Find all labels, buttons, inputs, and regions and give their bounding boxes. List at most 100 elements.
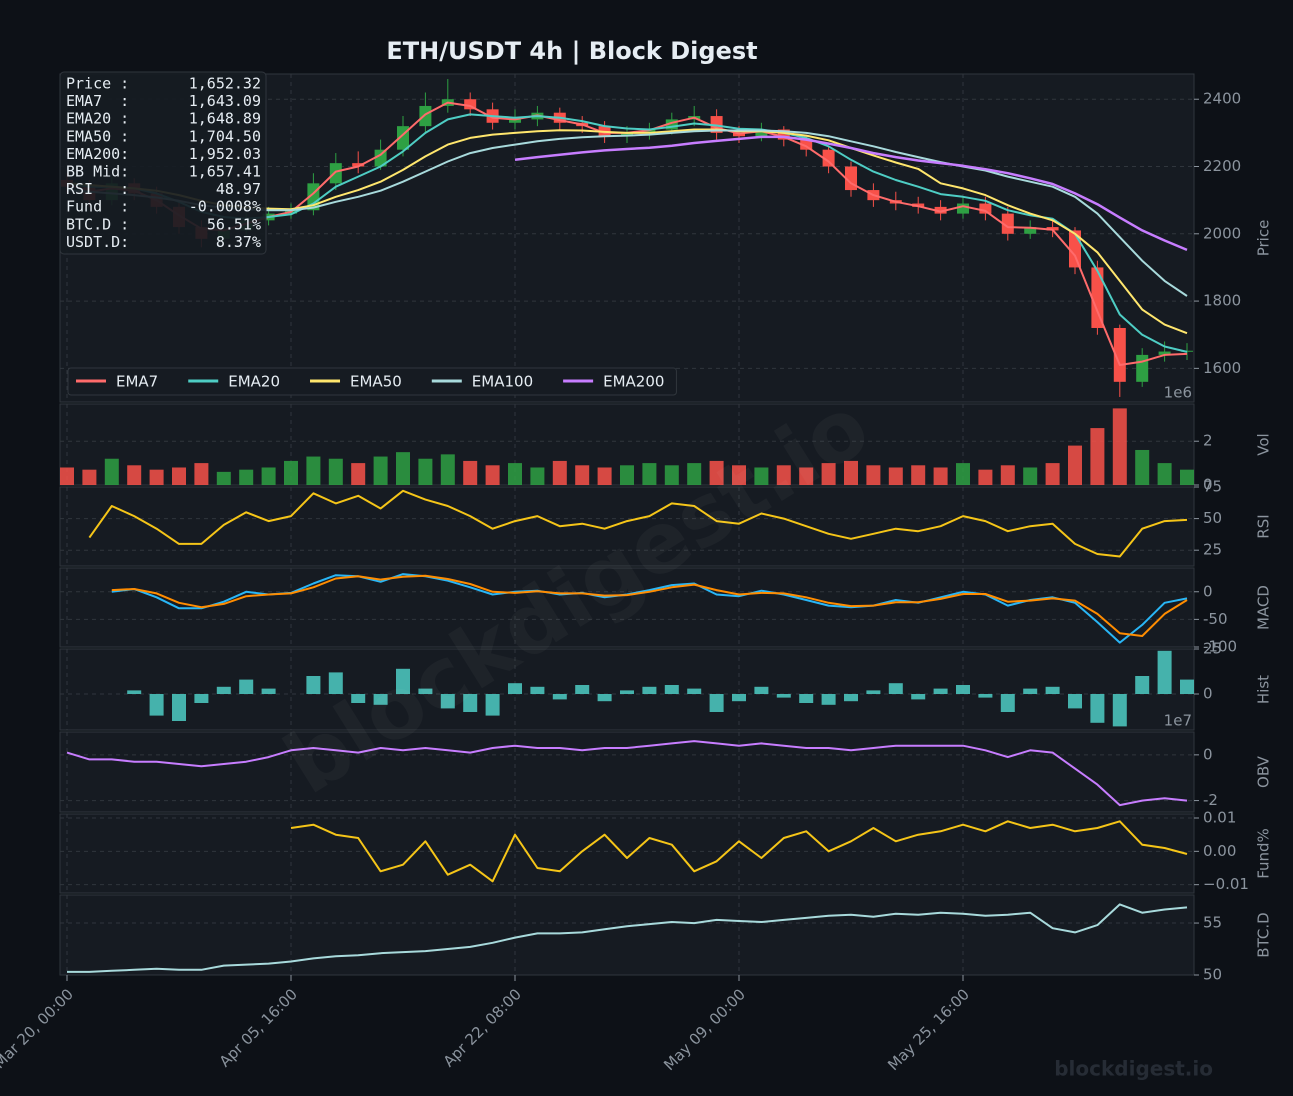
bar xyxy=(261,688,276,694)
bar xyxy=(776,694,791,698)
bar xyxy=(956,463,970,485)
y-tick-label: 0.00 xyxy=(1203,842,1236,860)
marks xyxy=(290,820,1188,883)
series-line xyxy=(66,740,1188,807)
bar xyxy=(933,688,948,694)
bar xyxy=(597,694,612,702)
bar xyxy=(687,688,702,694)
candle-body xyxy=(1091,267,1104,328)
bar xyxy=(597,467,612,485)
series-line xyxy=(88,489,1188,558)
bar xyxy=(732,465,746,485)
y-tick-label: 1600 xyxy=(1203,359,1241,377)
bar xyxy=(60,467,74,485)
info-label: BTC.D : xyxy=(66,215,129,233)
legend-label: EMA20 xyxy=(228,373,280,391)
bar xyxy=(1068,694,1082,709)
bar xyxy=(1000,694,1015,712)
bar xyxy=(127,465,142,485)
marks xyxy=(67,903,1188,973)
bar xyxy=(956,685,970,694)
candle-body xyxy=(733,132,745,137)
bar xyxy=(328,672,343,694)
bar xyxy=(888,467,903,485)
info-value: 8.37% xyxy=(216,233,261,251)
marks xyxy=(127,650,1194,727)
panel xyxy=(59,731,1195,813)
bar xyxy=(911,694,926,700)
info-label: EMA50 : xyxy=(66,127,129,145)
bar xyxy=(933,467,948,485)
bar xyxy=(866,690,881,694)
y-tick-label: 2200 xyxy=(1203,157,1241,175)
candle-body xyxy=(1113,327,1126,382)
candle-body xyxy=(800,139,813,150)
bar xyxy=(284,460,298,485)
bar xyxy=(844,694,858,702)
y-tick-label: 1800 xyxy=(1203,292,1241,310)
bar xyxy=(149,469,164,485)
marks xyxy=(88,489,1188,558)
candle-body xyxy=(1046,227,1059,231)
bar xyxy=(687,463,702,485)
y-tick-label: -100 xyxy=(1203,638,1237,656)
legend-label: EMA7 xyxy=(116,373,158,391)
bar xyxy=(172,467,186,485)
bar xyxy=(216,686,231,694)
bar xyxy=(463,694,478,712)
bar xyxy=(351,463,366,485)
bar xyxy=(754,686,769,694)
legend-label: EMA200 xyxy=(603,373,664,391)
bar xyxy=(552,694,567,700)
legend-box xyxy=(67,367,677,396)
info-label: RSI : xyxy=(66,180,129,198)
candle-body xyxy=(352,163,365,167)
chart-title: ETH/USDT 4h | Block Digest xyxy=(386,37,757,65)
bar xyxy=(709,694,724,712)
info-value: 1,652.32 xyxy=(189,75,261,93)
bar xyxy=(1045,463,1060,485)
bar xyxy=(440,454,455,485)
bar xyxy=(485,465,500,485)
bar xyxy=(127,690,142,694)
y-axis-label: Price xyxy=(1255,220,1273,257)
bar xyxy=(306,456,321,485)
bar xyxy=(799,467,814,485)
bar xyxy=(530,467,545,485)
candle-body xyxy=(464,99,477,110)
bar xyxy=(194,694,209,703)
candle-body xyxy=(957,203,969,214)
bar xyxy=(1112,408,1127,485)
info-box-bg xyxy=(59,71,267,255)
info-box: Price : 1,652.32 EMA7 : 1,643.09 EMA20 : 1,64… xyxy=(59,71,267,255)
y-axis-label: OBV xyxy=(1255,755,1273,788)
info-value: 1,704.50 xyxy=(189,127,261,145)
panel xyxy=(59,567,1195,648)
panel xyxy=(59,894,1195,976)
info-value: 1,643.09 xyxy=(189,92,261,110)
y-tick-label: -50 xyxy=(1203,610,1228,628)
bar xyxy=(239,469,254,485)
bar xyxy=(1180,469,1194,485)
y-tick-label: 2 xyxy=(1203,432,1213,450)
legend-label: EMA100 xyxy=(472,373,533,391)
bar xyxy=(508,463,522,485)
info-label: EMA7 : xyxy=(66,92,129,110)
bar xyxy=(396,668,410,694)
candle-body xyxy=(374,149,387,167)
bar xyxy=(104,458,119,485)
series-line xyxy=(514,135,1188,252)
bar xyxy=(373,456,388,485)
candle-body xyxy=(1001,213,1014,234)
bar xyxy=(82,469,97,485)
bar xyxy=(776,465,791,485)
y-axis-label: MACD xyxy=(1255,585,1273,630)
bar xyxy=(1068,445,1082,485)
bar xyxy=(1157,463,1172,485)
candle-body xyxy=(1158,351,1171,355)
candle-body xyxy=(934,206,947,214)
bar xyxy=(642,686,657,694)
y-tick-label: 0 xyxy=(1203,685,1213,703)
legend-label: EMA50 xyxy=(350,373,402,391)
bar xyxy=(1157,650,1172,694)
